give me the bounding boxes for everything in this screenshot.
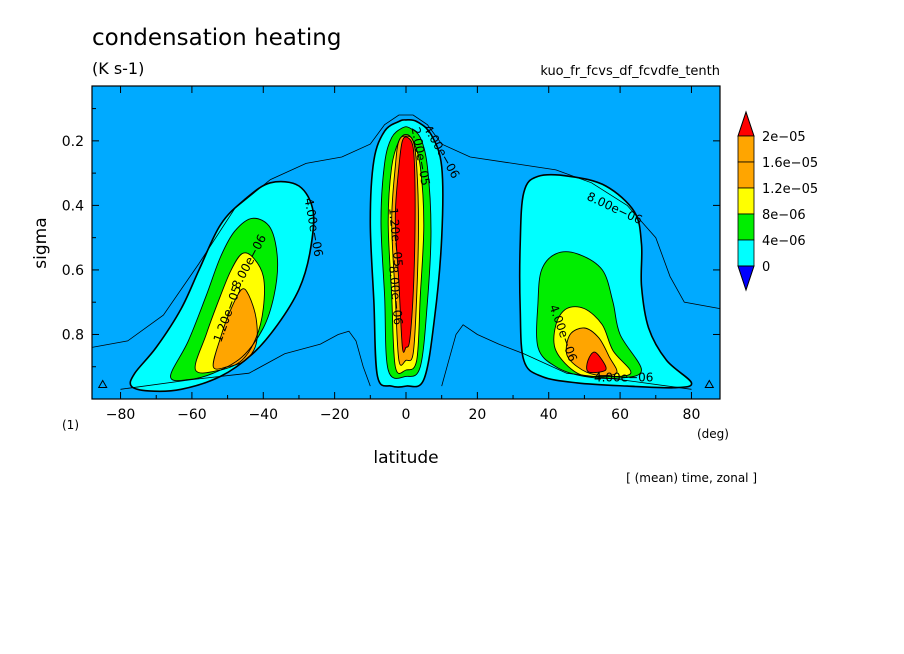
x-tick-label: 60 bbox=[611, 407, 629, 423]
run-name: kuo_fr_fcvs_df_fcvdfe_tenth bbox=[540, 64, 720, 79]
colorbar-segment bbox=[737, 135, 755, 163]
x-tick-label: 20 bbox=[468, 407, 486, 423]
contour-fill-equatorial-maximum bbox=[395, 136, 416, 353]
contour-line bbox=[369, 118, 444, 388]
contour-fill-northern-midlatitude-maximum bbox=[586, 352, 607, 373]
x-tick-label: 80 bbox=[683, 407, 701, 423]
colorbar-label: 0 bbox=[762, 260, 770, 275]
y-axis: 0.2 0.4 0.6 0.8 bbox=[62, 108, 720, 400]
colorbar-segment bbox=[737, 239, 755, 267]
contour-label: 8.00e−06 bbox=[386, 265, 405, 325]
contour-line bbox=[391, 135, 419, 366]
contour-fill-southern-midlatitude-maximum bbox=[213, 288, 258, 370]
contour-line bbox=[394, 136, 416, 353]
colorbar-segment bbox=[737, 213, 755, 241]
x-tick-label: −60 bbox=[177, 407, 207, 423]
contour-line bbox=[129, 180, 315, 393]
x-tick-label: −40 bbox=[248, 407, 278, 423]
x-tick-label: −80 bbox=[106, 407, 136, 423]
colorbar: 0 4e−06 8e−06 1.2e−05 1.6e−05 2e−05 bbox=[737, 110, 818, 292]
colorbar-under-triangle bbox=[737, 265, 755, 292]
x-tick-label: 0 bbox=[402, 407, 411, 423]
figure-title: condensation heating bbox=[92, 25, 341, 51]
contour-line bbox=[212, 288, 258, 370]
contour-line bbox=[194, 252, 265, 374]
y-tick-label: 0.4 bbox=[62, 198, 84, 214]
colorbar-segment bbox=[737, 161, 755, 189]
contour-line bbox=[586, 351, 607, 374]
panel-number: (1) bbox=[62, 418, 79, 432]
y-axis-label: sigma bbox=[31, 217, 51, 268]
contour-line bbox=[380, 126, 432, 379]
x-axis-unit: (deg) bbox=[697, 427, 729, 441]
colorbar-label: 1.2e−05 bbox=[762, 182, 818, 197]
y-tick-label: 0.8 bbox=[62, 327, 84, 343]
x-tick-label: −20 bbox=[320, 407, 350, 423]
min-marker bbox=[97, 379, 108, 388]
x-tick-label: 40 bbox=[540, 407, 558, 423]
contour-line bbox=[536, 251, 642, 379]
contour-label: 4.00e−06 bbox=[594, 370, 653, 384]
colorbar-label: 2e−05 bbox=[762, 130, 806, 145]
colorbar-label: 4e−06 bbox=[762, 234, 806, 249]
contour-label: 1.20e−05 bbox=[386, 207, 405, 267]
contour-line bbox=[553, 306, 632, 377]
x-axis: −80 −60 −40 −20 0 20 40 60 80 bbox=[106, 86, 701, 423]
figure-units: (K s-1) bbox=[92, 59, 144, 78]
contour-line bbox=[565, 327, 618, 376]
colorbar-label: 1.6e−05 bbox=[762, 156, 818, 171]
contour-lines bbox=[92, 114, 720, 393]
x-axis-label: latitude bbox=[373, 448, 438, 468]
colorbar-segment bbox=[737, 187, 755, 215]
colorbar-label: 8e−06 bbox=[762, 208, 806, 223]
averaging-note: [ (mean) time, zonal ] bbox=[626, 471, 757, 485]
min-marker bbox=[704, 379, 715, 388]
y-tick-label: 0.2 bbox=[62, 134, 84, 150]
contour-line bbox=[518, 173, 693, 389]
contour-line bbox=[170, 217, 279, 382]
y-tick-label: 0.6 bbox=[62, 263, 84, 279]
colorbar-over-triangle bbox=[737, 110, 755, 137]
